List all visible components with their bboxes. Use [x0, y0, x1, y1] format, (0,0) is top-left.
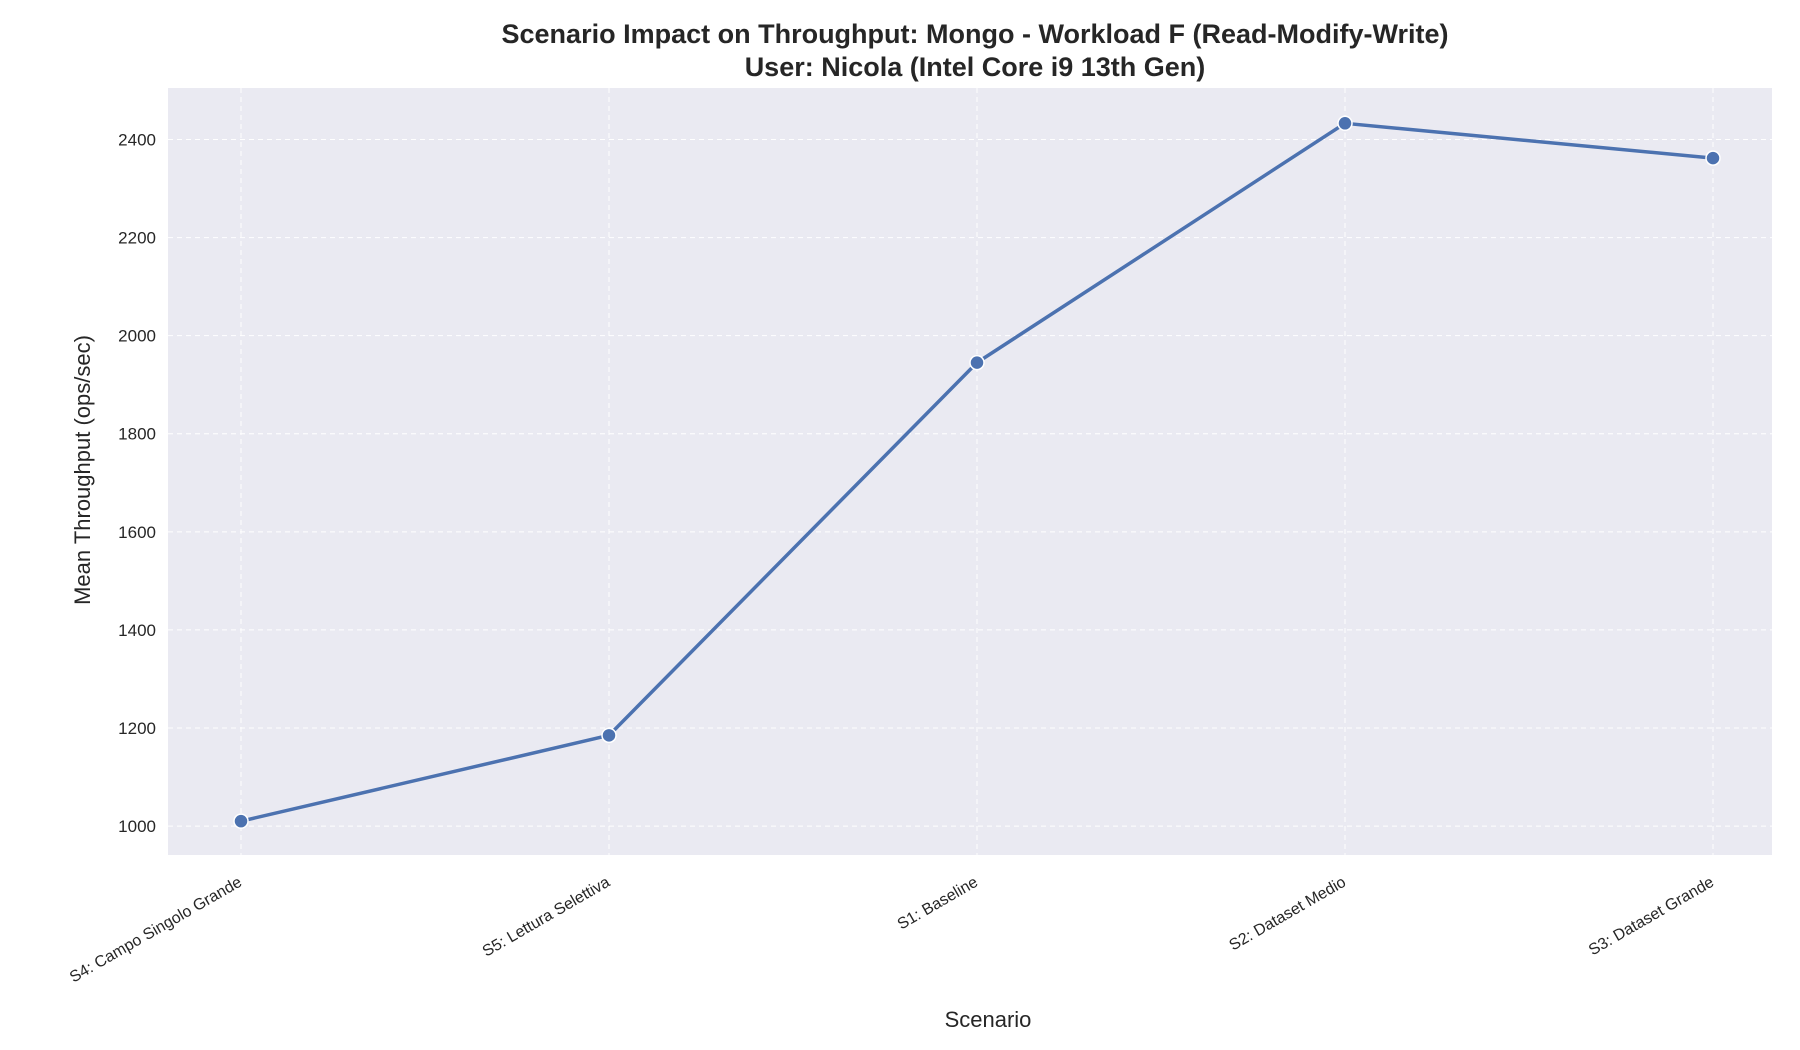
chart-subtitle: User: Nicola (Intel Core i9 13th Gen) — [745, 52, 1206, 82]
series-layer — [233, 115, 1721, 829]
y-axis-ticks: 1000 1200 1400 1600 1800 2000 2200 2400 — [118, 130, 156, 836]
data-point — [601, 727, 617, 744]
plot-area — [168, 88, 1772, 855]
x-tick-label: S2: Dataset Medio — [1227, 874, 1350, 955]
y-tick-label: 1600 — [118, 523, 156, 542]
x-tick-label: S3: Dataset Grande — [1586, 874, 1717, 959]
data-point — [1705, 150, 1721, 166]
y-tick-label: 1400 — [118, 621, 156, 640]
y-tick-label: 2000 — [118, 327, 156, 346]
x-axis-ticks: S4: Campo Singolo Grande S5: Lettura Sele… — [67, 874, 1717, 987]
x-tick-label: S5: Lettura Selettiva — [480, 874, 613, 961]
y-tick-label: 1000 — [118, 817, 156, 836]
x-tick-label: S4: Campo Singolo Grande — [67, 874, 245, 987]
x-axis-label: Scenario — [945, 1007, 1032, 1032]
x-tick-label: S1: Baseline — [895, 874, 981, 934]
chart-title: Scenario Impact on Throughput: Mongo - W… — [502, 19, 1449, 49]
data-point — [1337, 115, 1353, 132]
y-tick-label: 2200 — [118, 229, 156, 248]
data-point — [233, 813, 249, 829]
y-axis-label: Mean Throughput (ops/sec) — [70, 335, 95, 605]
y-tick-label: 2400 — [118, 130, 156, 149]
data-point — [969, 354, 985, 371]
y-tick-label: 1200 — [118, 719, 156, 738]
y-tick-label: 1800 — [118, 425, 156, 444]
